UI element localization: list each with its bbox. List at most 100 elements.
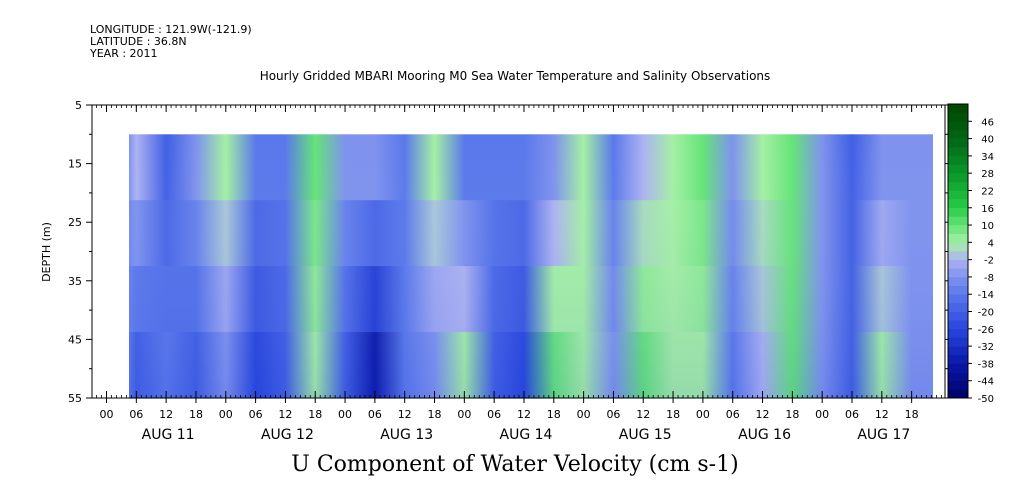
colorbar-segment [948, 268, 968, 278]
x-day-label: AUG 12 [261, 427, 314, 443]
colorbar-tick-label: -38 [978, 359, 994, 370]
colorbar-tick-label: -20 [978, 308, 994, 319]
colorbar-segment [948, 251, 968, 260]
colorbar-segment [948, 372, 968, 382]
colorbar-segment [948, 311, 968, 321]
x-tick-label: 00 [696, 408, 710, 421]
colorbar-tick-label: 34 [981, 152, 994, 163]
colorbar-segment [948, 380, 968, 390]
y-tick-label: 5 [75, 99, 82, 112]
x-tick-label: 18 [666, 408, 680, 421]
y-tick-label: 25 [68, 216, 82, 229]
x-tick-label: 00 [457, 408, 471, 421]
x-day-label: AUG 11 [142, 427, 195, 443]
colorbar-segment [948, 173, 968, 183]
colorbar-segment [948, 328, 968, 338]
colorbar-segment [948, 181, 968, 191]
colorbar-tick-label: 16 [981, 204, 994, 215]
colorbar-segment [948, 164, 968, 174]
x-tick-label: 00 [338, 408, 352, 421]
heatmap-layer [129, 134, 933, 399]
x-day-label: AUG 14 [500, 427, 553, 443]
y-tick-label: 15 [68, 158, 82, 171]
colorbar-tick-label: -50 [978, 394, 994, 405]
x-tick-label: 12 [636, 408, 650, 421]
x-tick-label: 18 [308, 408, 322, 421]
colorbar-segment [948, 285, 968, 295]
colorbar-segment [948, 121, 968, 131]
x-tick-label: 18 [547, 408, 561, 421]
x-tick-label: 12 [517, 408, 531, 421]
colorbar-segment [948, 199, 968, 209]
colorbar-segment [948, 346, 968, 356]
x-tick-label: 18 [905, 408, 919, 421]
colorbar-tick-label: 46 [981, 117, 994, 128]
x-tick-label: 12 [398, 408, 412, 421]
x-tick-label: 12 [159, 408, 173, 421]
axes-layer: 5 15 25 35 45 55 DEPTH (m) 00 06 12 18 00 06 12 18 00 06… [40, 99, 951, 443]
colorbar-tick-label: -8 [984, 273, 994, 284]
y-tick-label: 35 [68, 275, 82, 288]
colorbar-tick-label: -26 [978, 325, 994, 336]
colorbar-tick-label: 4 [988, 238, 994, 249]
x-day-label: AUG 15 [619, 427, 672, 443]
x-tick-label: 00 [577, 408, 591, 421]
colorbar-segment [948, 129, 968, 139]
colorbar-segment [948, 389, 968, 399]
colorbar-segment [948, 138, 968, 148]
colorbar-tick-label: -44 [978, 377, 994, 388]
colorbar-segment [948, 337, 968, 347]
colorbar-segment [948, 242, 968, 252]
colorbar-segment [948, 294, 968, 304]
x-tick-label: 06 [129, 408, 143, 421]
x-tick-label: 00 [100, 408, 114, 421]
x-day-label: AUG 16 [738, 427, 791, 443]
x-tick-label: 18 [785, 408, 799, 421]
colorbar-segment [948, 354, 968, 364]
colorbar-tick-label: -14 [978, 290, 994, 301]
colorbar-segment [948, 363, 968, 373]
colorbar-segment [948, 302, 968, 312]
x-tick-label: 00 [815, 408, 829, 421]
colorbar-segment [948, 147, 968, 157]
x-tick-label: 12 [756, 408, 770, 421]
colorbar-tick-label: 10 [981, 221, 994, 232]
x-tick-label: 06 [487, 408, 501, 421]
colorbar-segment [948, 207, 968, 217]
colorbar-segment [948, 216, 968, 226]
year-label: YEAR : 2011 [90, 47, 158, 60]
colorbar-frame [947, 103, 969, 399]
x-tick-label: 06 [845, 408, 859, 421]
colorbar-segment [948, 320, 968, 330]
x-tick-label: 06 [368, 408, 382, 421]
colorbar: 46 40 34 28 22 16 10 4 -2 -8 -14 -20 -26 -32 -38 -44 -50 [947, 103, 994, 405]
colorbar-segment [948, 276, 968, 286]
y-tick-label: 55 [68, 392, 82, 405]
colorbar-segment [948, 233, 968, 243]
colorbar-tick-label: 28 [981, 169, 994, 180]
latitude-label: LATITUDE : 36.8N [90, 35, 187, 48]
colorbar-segment [948, 104, 968, 113]
colorbar-segment [948, 112, 968, 122]
colorbar-tick-label: 22 [981, 186, 994, 197]
x-tick-label: 12 [278, 408, 292, 421]
x-tick-label: 18 [428, 408, 442, 421]
colorbar-segment [948, 259, 968, 269]
x-tick-label: 12 [875, 408, 889, 421]
heatmap-depth-shading [129, 134, 933, 399]
colorbar-tick-label: 40 [981, 135, 994, 146]
colorbar-segment [948, 155, 968, 165]
x-day-label: AUG 17 [857, 427, 910, 443]
y-axis-label: DEPTH (m) [40, 222, 53, 282]
x-tick-label: 06 [606, 408, 620, 421]
station-metadata: LONGITUDE : 121.9W(-121.9) LATITUDE : 36… [90, 24, 252, 60]
chart-title: Hourly Gridded MBARI Mooring M0 Sea Wate… [259, 69, 771, 83]
longitude-label: LONGITUDE : 121.9W(-121.9) [90, 23, 252, 36]
variable-title: U Component of Water Velocity (cm s-1) [291, 452, 739, 477]
x-tick-label: 00 [219, 408, 233, 421]
x-tick-label: 18 [189, 408, 203, 421]
x-day-label: AUG 13 [380, 427, 433, 443]
colorbar-tick-label: -2 [984, 256, 994, 267]
colorbar-segment [948, 190, 968, 200]
